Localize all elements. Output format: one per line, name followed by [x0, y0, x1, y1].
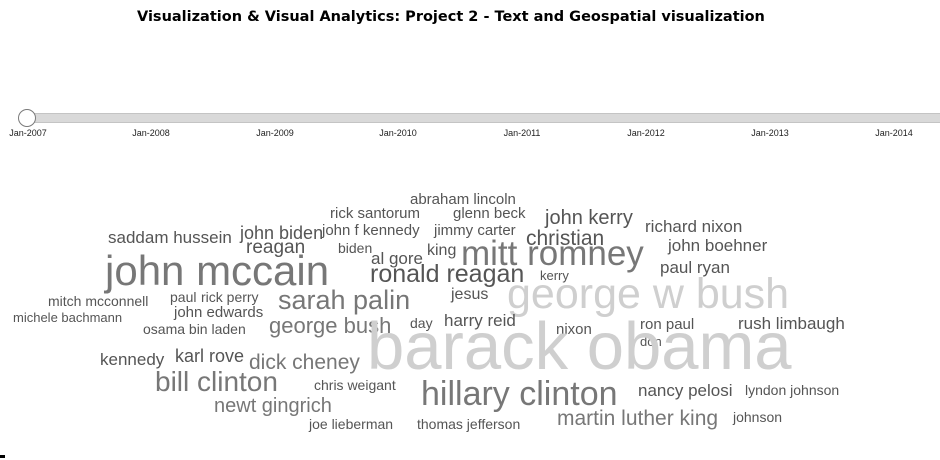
cloud-word: thomas jefferson [417, 416, 521, 432]
cloud-word: john biden [240, 223, 324, 243]
cloud-word: george bush [269, 313, 392, 338]
cloud-word: jesus [451, 286, 489, 303]
timeline-tick: Jan-2010 [379, 128, 417, 138]
timeline-tick: Jan-2012 [627, 128, 665, 138]
cloud-word: saddam hussein [108, 228, 232, 247]
cloud-word: sarah palin [278, 285, 411, 315]
cloud-word: lyndon johnson [745, 382, 840, 398]
cloud-word: mitch mcconnell [48, 293, 149, 309]
cloud-word: ron paul [640, 316, 695, 333]
timeline-tick: Jan-2009 [256, 128, 294, 138]
cloud-word: dick cheney [249, 351, 360, 374]
timeline-tick: Jan-2008 [132, 128, 170, 138]
cloud-word: king [427, 242, 457, 259]
cloud-word: mitt romney [461, 234, 644, 273]
cloud-word: ronald reagan [370, 260, 525, 288]
cloud-word: newt gingrich [214, 395, 332, 417]
timeline-tick: Jan-2007 [9, 128, 47, 138]
cloud-word: george w bush [507, 270, 790, 318]
cloud-word: john mccain [105, 247, 330, 294]
cloud-word: abraham lincoln [410, 191, 516, 208]
cloud-word: glenn beck [453, 205, 526, 222]
slider-track[interactable] [26, 113, 940, 123]
edge-mark [0, 455, 5, 458]
cloud-word: rick santorum [330, 205, 421, 222]
cloud-word: bill clinton [155, 366, 278, 397]
timeline-tick: Jan-2014 [875, 128, 913, 138]
cloud-word: john boehner [668, 236, 768, 255]
slider-handle[interactable] [18, 109, 36, 127]
cloud-word: christian [526, 227, 605, 250]
cloud-word: al gore [371, 249, 423, 268]
cloud-word: nancy pelosi [638, 381, 733, 400]
timeline-tick: Jan-2013 [751, 128, 789, 138]
cloud-word: paul [170, 289, 197, 305]
cloud-word: jimmy carter [434, 222, 516, 239]
cloud-word: martin luther king [557, 407, 719, 430]
cloud-word: michele bachmann [13, 310, 123, 325]
cloud-word: karl rove [175, 346, 245, 366]
cloud-word: chris weigant [314, 377, 396, 393]
cloud-word: don [640, 334, 662, 349]
page-title: Visualization & Visual Analytics: Projec… [137, 9, 765, 25]
cloud-word: osama bin laden [143, 321, 246, 337]
cloud-word: johnson [733, 409, 783, 425]
cloud-word: reagan [246, 237, 306, 258]
cloud-word: barack obama [367, 309, 792, 384]
cloud-word: joe lieberman [309, 416, 394, 432]
cloud-word: kennedy [100, 350, 165, 369]
cloud-word: harry reid [444, 311, 516, 330]
cloud-word: kerry [540, 268, 569, 283]
cloud-word: nixon [556, 321, 592, 338]
cloud-word: day [410, 315, 433, 331]
timeline-tick: Jan-2011 [503, 128, 541, 138]
cloud-word: richard nixon [645, 217, 743, 236]
cloud-word: john edwards [174, 304, 264, 321]
cloud-word: rick perry [201, 289, 259, 305]
cloud-word: biden [338, 240, 373, 256]
cloud-word: john kerry [545, 207, 633, 229]
cloud-word: rush limbaugh [738, 314, 845, 333]
cloud-word: paul ryan [660, 258, 730, 277]
cloud-word: hillary clinton [421, 375, 618, 413]
cloud-word: john f kennedy [322, 222, 420, 239]
